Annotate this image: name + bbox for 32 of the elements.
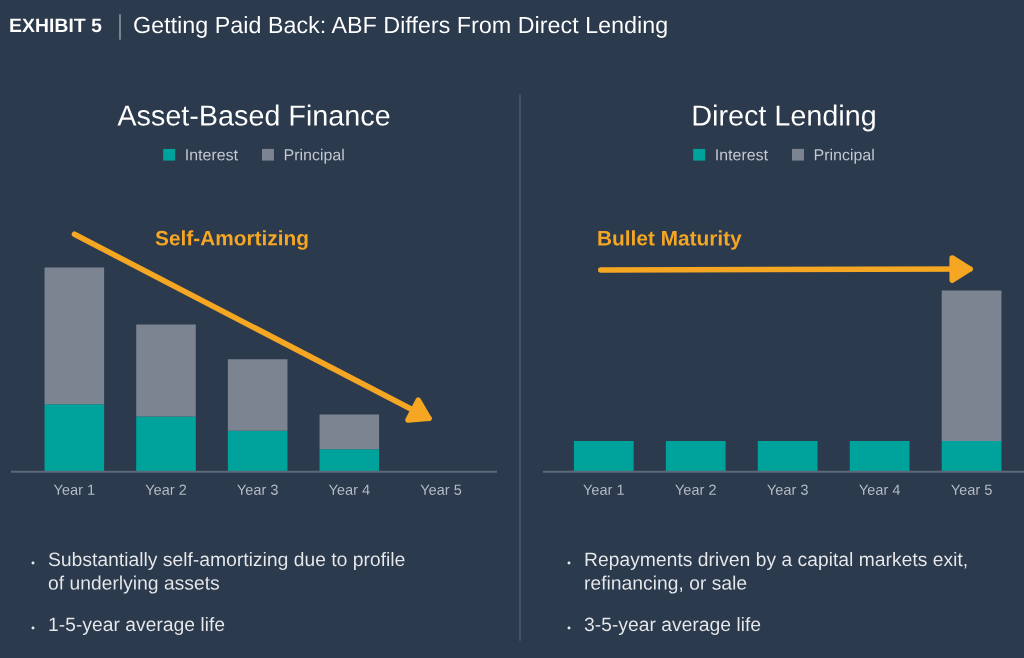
x-tick-label: Year 1 [53,484,95,495]
x-tick-label: Year 4 [859,484,901,495]
x-tick-label: Year 3 [767,484,808,495]
x-tick-label: Year 1 [583,484,624,495]
x-tick-label: Year 3 [237,484,278,495]
x-tick-label: Year 4 [328,484,370,495]
bar [319,414,380,450]
legend-label: Principal [814,148,874,164]
text: Repayments driven by a capital markets exit, refinancing, or sale [585,552,967,594]
x-tick-label: Year 2 [675,484,716,495]
text: Bullet Maturity [598,230,742,250]
text: Substantially self-amortizing due to profile of underlying assets [48,552,405,594]
legend-label: Interest [716,149,768,161]
x-tick-label: Year 5 [420,484,462,495]
legend-label: Interest [186,149,238,161]
legend-label: Principal [284,148,344,164]
bar [136,416,196,472]
text: 3-5-year average life [584,617,761,635]
text: EXHIBIT 5 [10,18,102,33]
text: Getting Paid Back: ABF Differs From Direct Lending [134,16,667,38]
bar [227,430,288,472]
bar [44,404,105,472]
bar [227,359,288,431]
x-tick-label: Year 2 [145,484,187,495]
x-tick-label: Year 5 [951,484,992,495]
text: 1-5-year average life [49,617,225,635]
bar [319,449,380,472]
bar [44,267,105,405]
bar [136,324,196,417]
chart-title: Asset-Based Finance [117,104,390,126]
chart-title: Direct Lending [693,104,875,132]
text: Self-Amortizing [155,230,308,250]
